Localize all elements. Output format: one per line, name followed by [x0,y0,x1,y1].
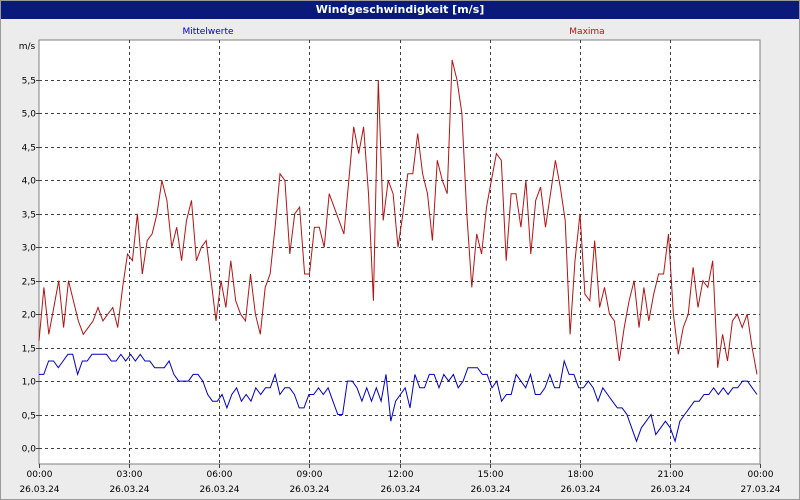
y-tick-label: 3,5 [22,211,36,221]
x-tick-date-label: 26.03.24 [289,485,329,495]
y-tick-label: 3,0 [22,244,37,254]
series-line-maxima [38,59,758,375]
y-tick-label: 2,5 [22,278,36,288]
x-tick-date-label: 26.03.24 [650,485,690,495]
series-lines [38,59,758,444]
chart-title: Windgeschwindigkeit [m/s] [1,1,799,19]
x-tick-date-label: 26.03.24 [380,485,420,495]
x-tick-time-label: 00:00 [748,470,774,480]
y-tick-label: 4,0 [22,177,37,187]
y-axis-unit-label: m/s [19,42,36,52]
x-tick-date-label: 26.03.24 [199,485,239,495]
y-tick-label: 4,5 [22,144,36,154]
x-tick-date-label: 26.03.24 [560,485,600,495]
x-tick-time-label: 12:00 [388,470,414,480]
x-tick-time-label: 06:00 [207,470,233,480]
x-tick-time-label: 00:00 [27,470,53,480]
grid-lines [39,40,760,464]
legend: Mittelwerte Maxima [182,27,604,37]
x-tick-time-label: 03:00 [117,470,143,480]
x-tick-date-label: 27.03.24 [740,485,780,495]
x-tick-time-label: 09:00 [297,470,323,480]
legend-label-maxima: Maxima [569,27,604,37]
x-tick-date-label: 26.03.24 [109,485,149,495]
plot-area [38,39,761,465]
x-tick-date-label: 26.03.24 [470,485,510,495]
y-axis: m/s 0,0 0,5 1,0 1,5 2,0 2,5 3,0 3,5 4,0 4,5 5,0 5,5 [19,42,39,455]
legend-label-mittelwerte: Mittelwerte [182,27,233,37]
y-tick-label: 1,0 [22,378,37,388]
x-tick-date-label: 26.03.24 [19,485,59,495]
y-tick-label: 5,5 [22,77,36,87]
series-line-mittelwerte [39,353,758,444]
y-tick-label: 1,5 [22,345,36,355]
x-tick-time-label: 18:00 [568,470,594,480]
y-tick-label: 0,0 [22,445,37,455]
y-tick-label: 5,0 [22,110,37,120]
x-axis: 00:00 26.03.24 03:00 26.03.24 06:00 26.03.24 0… [19,464,781,495]
x-tick-time-label: 15:00 [478,470,504,480]
y-tick-label: 0,5 [22,412,36,422]
y-tick-label: 2,0 [22,311,37,321]
x-tick-time-label: 21:00 [658,470,684,480]
